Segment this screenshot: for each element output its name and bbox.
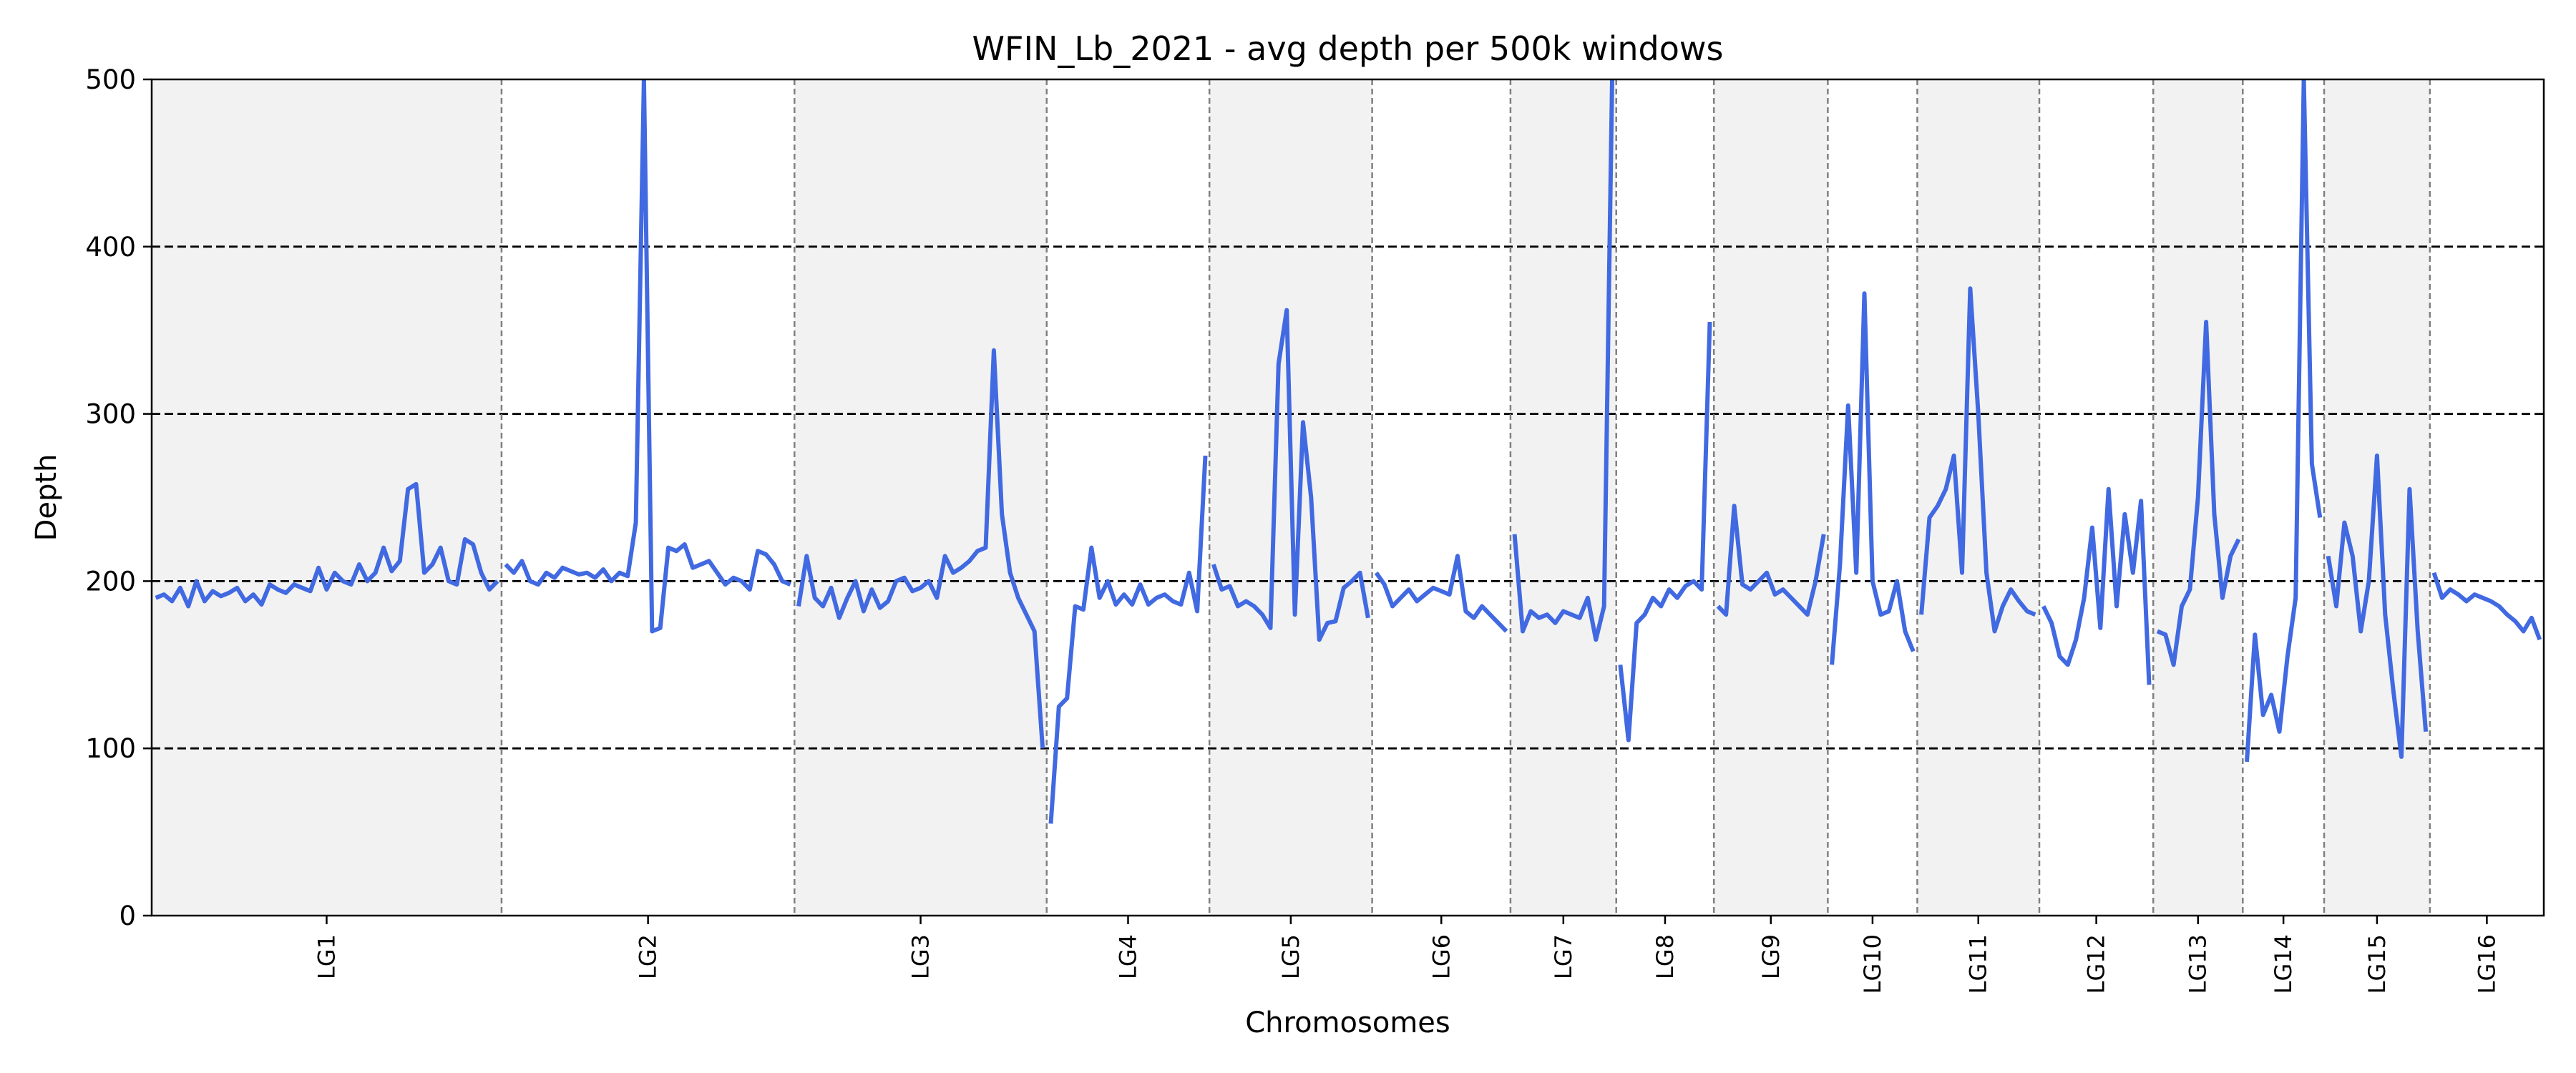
- chromosome-boundaries: [500, 79, 2431, 916]
- series-line-lg4: [1048, 455, 1208, 824]
- series-line-lg16: [2431, 572, 2542, 641]
- y-tick-label-500: 500: [85, 64, 136, 95]
- x-tick-label-lg5: LG5: [1277, 934, 1304, 979]
- y-axis: 0 100 200 300 400 500: [85, 64, 152, 931]
- x-tick-label-lg16: LG16: [2473, 934, 2500, 994]
- shade-lg3: [794, 79, 1047, 916]
- series-line-lg5: [1211, 308, 1370, 642]
- y-tick-label-200: 200: [85, 566, 136, 597]
- chart-title: WFIN_Lb_2021 - avg depth per 500k window…: [972, 29, 1724, 68]
- series-line-lg8: [1618, 321, 1712, 743]
- x-tick-label-lg10: LG10: [1859, 934, 1886, 994]
- x-tick-label-lg3: LG3: [907, 934, 935, 979]
- series-line-lg2: [504, 79, 791, 634]
- series-line-lg14: [2245, 79, 2323, 763]
- series-line-lg13: [2156, 320, 2241, 667]
- x-tick-label-lg11: LG11: [1965, 934, 1992, 994]
- x-axis: LG1 LG2 LG3 LG4 LG5 LG6 LG7 LG8 LG9 LG10 LG11 LG12 L…: [313, 916, 2500, 994]
- shade-lg9: [1714, 79, 1828, 916]
- x-tick-label-lg6: LG6: [1428, 934, 1455, 979]
- depth-series: [155, 79, 2542, 824]
- x-tick-label-lg13: LG13: [2185, 934, 2212, 994]
- series-line-lg10: [1830, 291, 1916, 665]
- shade-lg1: [152, 79, 502, 916]
- series-line-lg9: [1716, 504, 1826, 617]
- x-tick-label-lg15: LG15: [2363, 934, 2391, 994]
- series-line-lg6: [1374, 554, 1508, 633]
- y-tick-label-300: 300: [85, 399, 136, 430]
- y-axis-title: Depth: [30, 454, 63, 542]
- x-tick-label-lg14: LG14: [2270, 934, 2297, 994]
- chromosome-shading: [152, 79, 2430, 916]
- x-tick-label-lg4: LG4: [1114, 934, 1141, 979]
- x-tick-label-lg2: LG2: [635, 934, 662, 979]
- x-tick-label-lg8: LG8: [1652, 934, 1679, 979]
- y-tick-label-0: 0: [119, 901, 136, 931]
- series-line-lg7: [1512, 79, 1614, 642]
- plot-frame: [150, 78, 2545, 917]
- y-tick-label-100: 100: [85, 733, 136, 764]
- y-tick-label-400: 400: [85, 232, 136, 263]
- x-tick-label-lg1: LG1: [313, 934, 340, 979]
- x-tick-label-lg7: LG7: [1550, 934, 1577, 979]
- x-tick-label-lg12: LG12: [2083, 934, 2110, 994]
- series-line-lg1: [155, 481, 499, 609]
- series-line-lg11: [1919, 286, 2036, 634]
- series-line-lg15: [2326, 454, 2429, 759]
- x-tick-label-lg9: LG9: [1757, 934, 1785, 979]
- series-line-lg12: [2041, 486, 2152, 685]
- shade-lg11: [1917, 79, 2040, 916]
- series-line-lg3: [796, 348, 1045, 749]
- shade-lg7: [1510, 79, 1616, 916]
- x-axis-title: Chromosomes: [1245, 1006, 1450, 1039]
